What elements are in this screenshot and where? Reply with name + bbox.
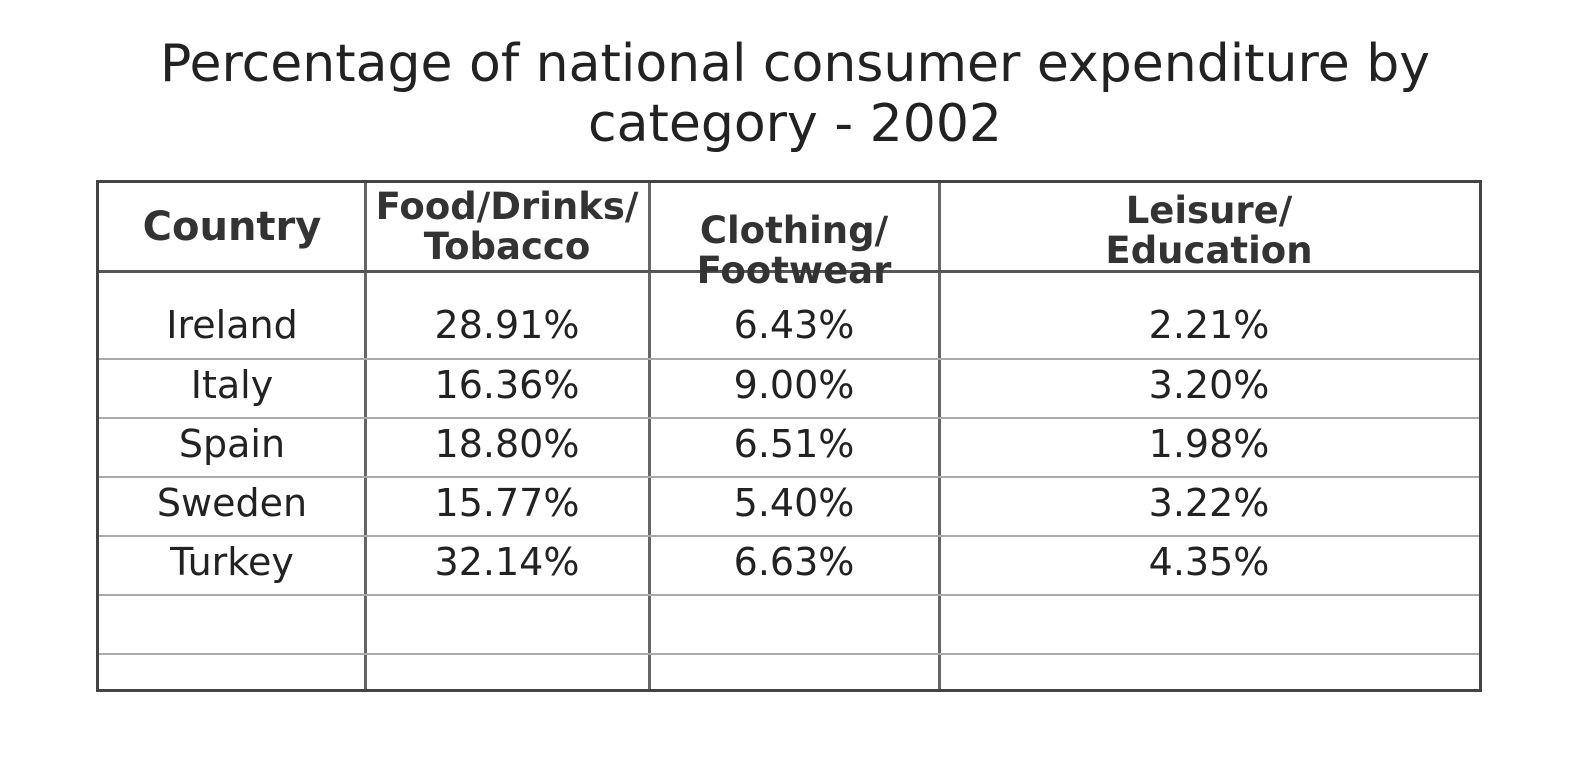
header-line: Footwear: [696, 249, 892, 292]
chart-title-line-1: Percentage of national consumer expendit…: [159, 34, 1431, 94]
header-line: Food/Drinks/: [375, 185, 639, 228]
table-cell-food: 32.14%: [434, 540, 580, 584]
table-cell-leisure: 1.98%: [1148, 422, 1270, 466]
table-cell-clothing: 5.40%: [733, 481, 855, 525]
table-cell-leisure: 4.35%: [1148, 540, 1270, 584]
header-line: Education: [1105, 229, 1313, 272]
table-cell-clothing: [649, 602, 939, 646]
chart-title-line-2: category - 2002: [588, 94, 1002, 154]
table-cell-country: Ireland: [166, 303, 298, 347]
column-divider: [364, 183, 367, 689]
table-cell-leisure: 3.20%: [1148, 363, 1270, 407]
table-cell-food: 15.77%: [434, 481, 580, 525]
table-cell-food: 18.80%: [434, 422, 580, 466]
row-divider: [99, 535, 1479, 537]
table-cell-leisure: [939, 602, 1479, 646]
table-cell-country: Italy: [190, 363, 274, 407]
table-cell-country: Turkey: [170, 540, 294, 584]
row-divider: [99, 476, 1479, 478]
table-cell-clothing: 6.43%: [733, 303, 855, 347]
column-divider: [938, 183, 941, 689]
header-line: Leisure/: [1125, 189, 1293, 232]
row-divider: [99, 358, 1479, 360]
table-cell-country: [99, 602, 365, 646]
table-cell-country: Sweden: [156, 481, 308, 525]
table-cell-food: [365, 602, 649, 646]
data-table: Country Food/Drinks/Tobacco Clothing/Footw…: [96, 180, 1482, 692]
header-cell-food: Food/Drinks/Tobacco: [365, 183, 649, 271]
table-cell-food: 16.36%: [434, 363, 580, 407]
column-divider: [648, 183, 651, 689]
row-divider: [99, 653, 1479, 655]
table-cell-leisure: 2.21%: [1148, 303, 1270, 347]
table-cell-country: [99, 650, 365, 694]
header-cell-clothing: Clothing/Footwear: [649, 207, 939, 295]
table-cell-country: Spain: [178, 422, 286, 466]
table-cell-clothing: 6.63%: [733, 540, 855, 584]
table-cell-clothing: [649, 650, 939, 694]
header-cell-leisure: Leisure/Education: [939, 187, 1479, 275]
chart-title: Percentage of national consumer expendit…: [0, 34, 1590, 154]
table-cell-leisure: [939, 650, 1479, 694]
table-cell-food: [365, 650, 649, 694]
header-line: Clothing/: [699, 209, 889, 252]
table-cell-clothing: 9.00%: [733, 363, 855, 407]
header-divider: [99, 270, 1479, 273]
table-cell-leisure: 3.22%: [1148, 481, 1270, 525]
table-cell-clothing: 6.51%: [733, 422, 855, 466]
header-cell-country: Country: [99, 183, 365, 271]
header-line: Country: [142, 204, 322, 250]
table-cell-food: 28.91%: [434, 303, 580, 347]
header-line: Tobacco: [423, 225, 591, 268]
row-divider: [99, 594, 1479, 596]
row-divider: [99, 417, 1479, 419]
